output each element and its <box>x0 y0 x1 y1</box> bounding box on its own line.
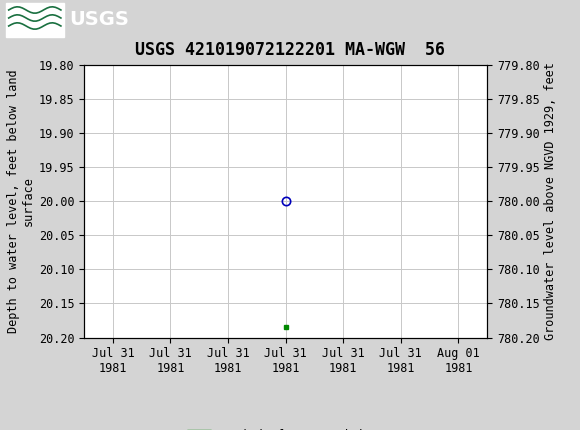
Y-axis label: Depth to water level, feet below land
surface: Depth to water level, feet below land su… <box>6 69 35 333</box>
Bar <box>6 3 64 37</box>
Text: USGS: USGS <box>70 10 129 30</box>
Text: USGS 421019072122201 MA-WGW  56: USGS 421019072122201 MA-WGW 56 <box>135 41 445 59</box>
Y-axis label: Groundwater level above NGVD 1929, feet: Groundwater level above NGVD 1929, feet <box>544 62 557 340</box>
Legend: Period of approved data: Period of approved data <box>183 424 389 430</box>
